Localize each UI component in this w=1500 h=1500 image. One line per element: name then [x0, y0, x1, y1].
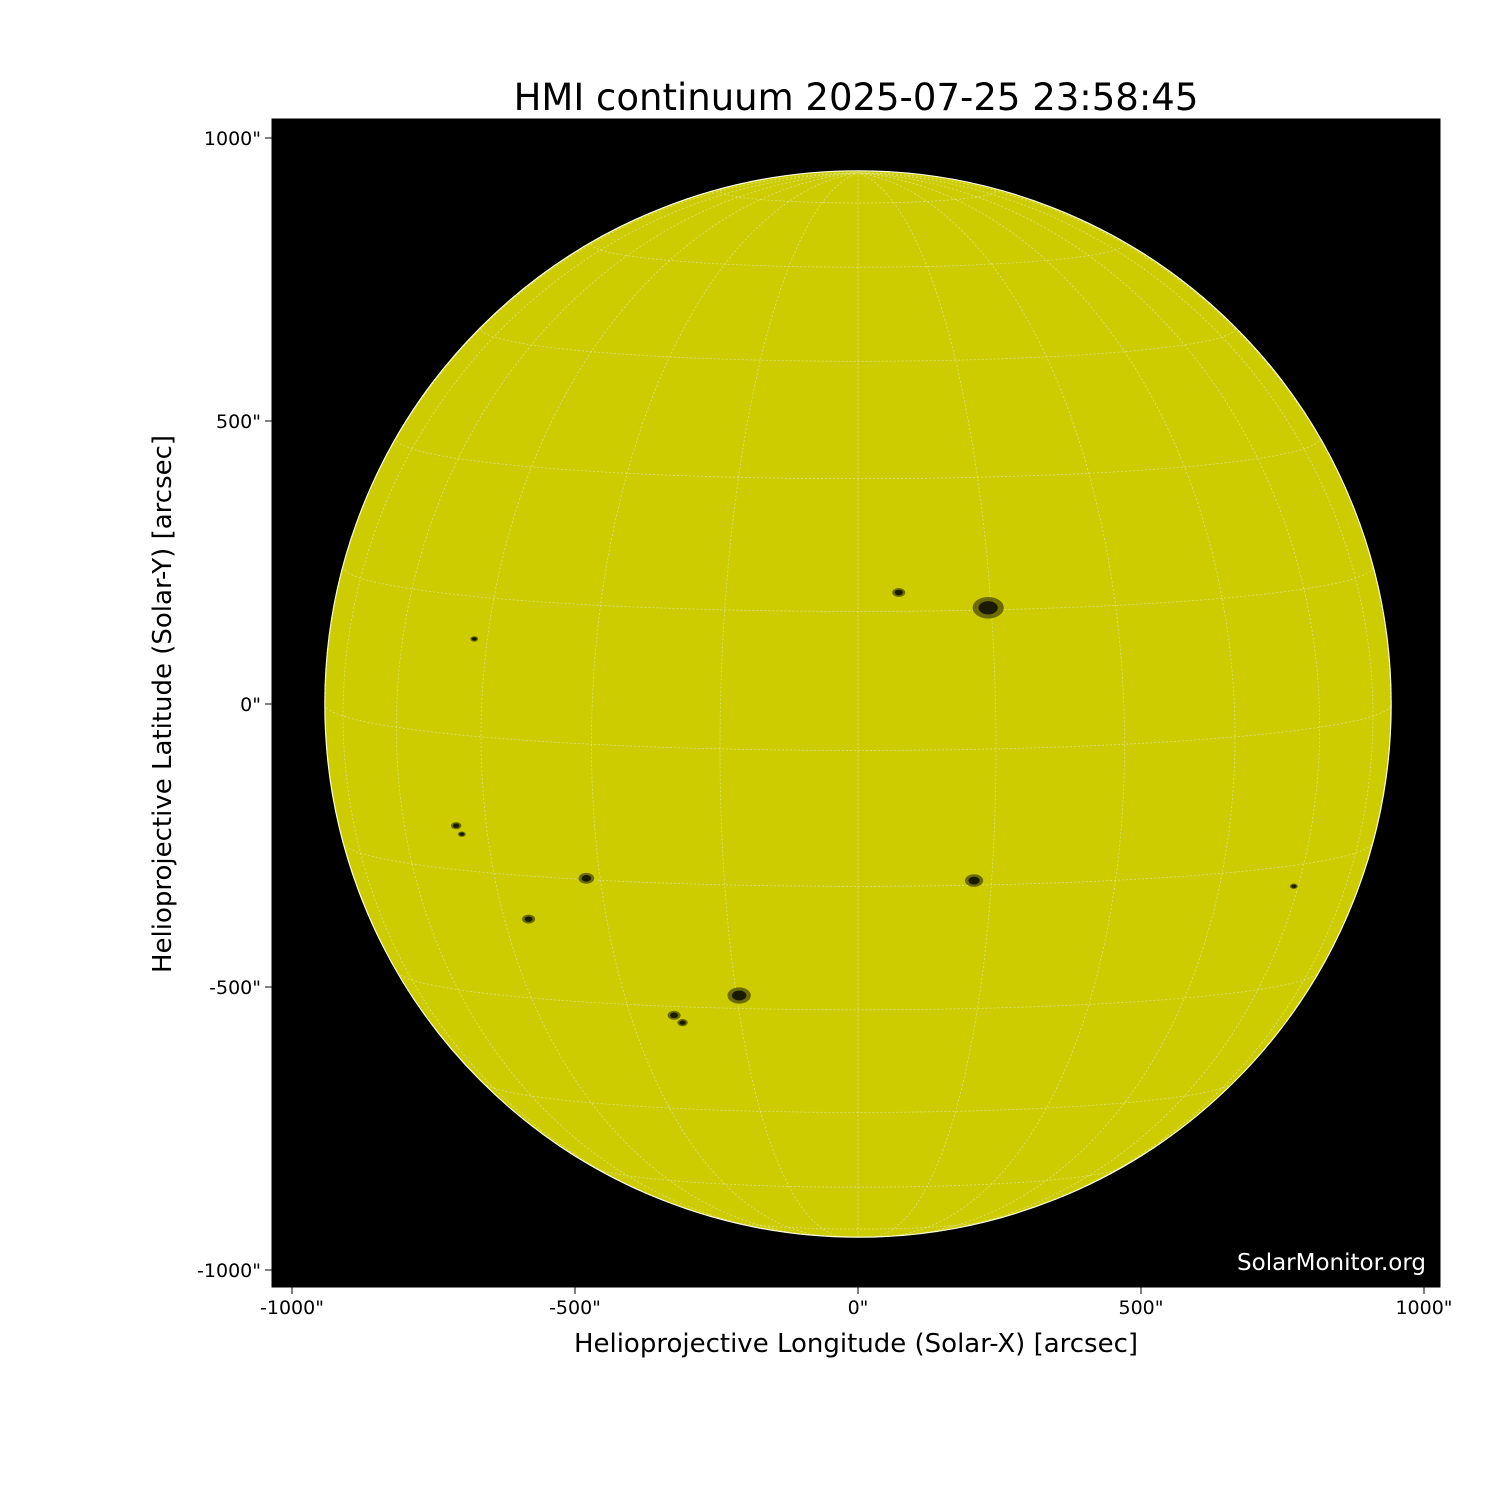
latitude-line: [728, 1220, 988, 1230]
sunspot-umbra: [731, 990, 747, 1001]
y-tick-label: 500": [216, 411, 261, 433]
sunspot-umbra: [524, 916, 533, 922]
longitude-line: [590, 172, 859, 1237]
sunspot-umbra: [471, 637, 477, 641]
longitude-line: [857, 172, 1392, 705]
latitude-line: [595, 1167, 1121, 1188]
sunspot-umbra: [679, 1020, 686, 1025]
longitude-line: [857, 172, 997, 1238]
longitude-line: [324, 172, 859, 705]
longitude-line: [857, 172, 1374, 1208]
sunspot-umbra: [978, 601, 998, 615]
latitude-line: [395, 436, 1321, 480]
sunspot-umbra: [1291, 884, 1297, 888]
latitude-line: [480, 325, 1236, 362]
x-axis-label: Helioprojective Longitude (Solar-X) [arc…: [574, 1329, 1138, 1359]
longitude-line: [719, 172, 859, 1238]
x-tick-label: 1000": [1395, 1297, 1452, 1319]
y-tick-label: -1000": [197, 1260, 261, 1282]
longitude-line: [857, 172, 1236, 1235]
sunspot-umbra: [894, 589, 903, 596]
y-tick-label: -500": [209, 977, 261, 999]
latitude-line: [590, 240, 1126, 268]
longitude-line: [342, 172, 859, 1208]
chart-title: HMI continuum 2025-07-25 23:58:45: [513, 76, 1199, 119]
latitude-line: [324, 703, 1392, 751]
y-tick-label: 1000": [204, 128, 261, 150]
sunspots: [450, 587, 1298, 1027]
sunspot-umbra: [670, 1012, 679, 1019]
latitude-line: [719, 188, 997, 204]
sunspot-umbra: [968, 876, 980, 885]
sunspot-umbra: [452, 823, 460, 828]
y-axis-label: Helioprojective Latitude (Solar-Y) [arcs…: [148, 435, 178, 973]
x-tick-label: -1000": [260, 1297, 324, 1319]
sunspot-umbra: [459, 832, 465, 836]
x-tick-label: 0": [848, 1297, 869, 1319]
x-tick-label: -500": [549, 1297, 601, 1319]
x-tick-label: 500": [1118, 1297, 1163, 1319]
longitude-line: [857, 172, 1126, 1237]
heliographic-grid: [324, 172, 1392, 1238]
longitude-line: [480, 172, 859, 1235]
y-tick-label: 0": [240, 694, 261, 716]
sunspot-umbra: [581, 875, 592, 882]
ticks: -1000" -500" 0" 500" 1000" -1000" -500" 0" 500" 1…: [197, 128, 1453, 1319]
axes-frame: [271, 118, 1441, 1288]
latitude-line: [342, 566, 1374, 612]
latitude-line: [397, 972, 1319, 1011]
latitude-line: [482, 1082, 1234, 1113]
watermark: SolarMonitor.org: [1237, 1250, 1426, 1276]
latitude-line: [342, 842, 1374, 887]
